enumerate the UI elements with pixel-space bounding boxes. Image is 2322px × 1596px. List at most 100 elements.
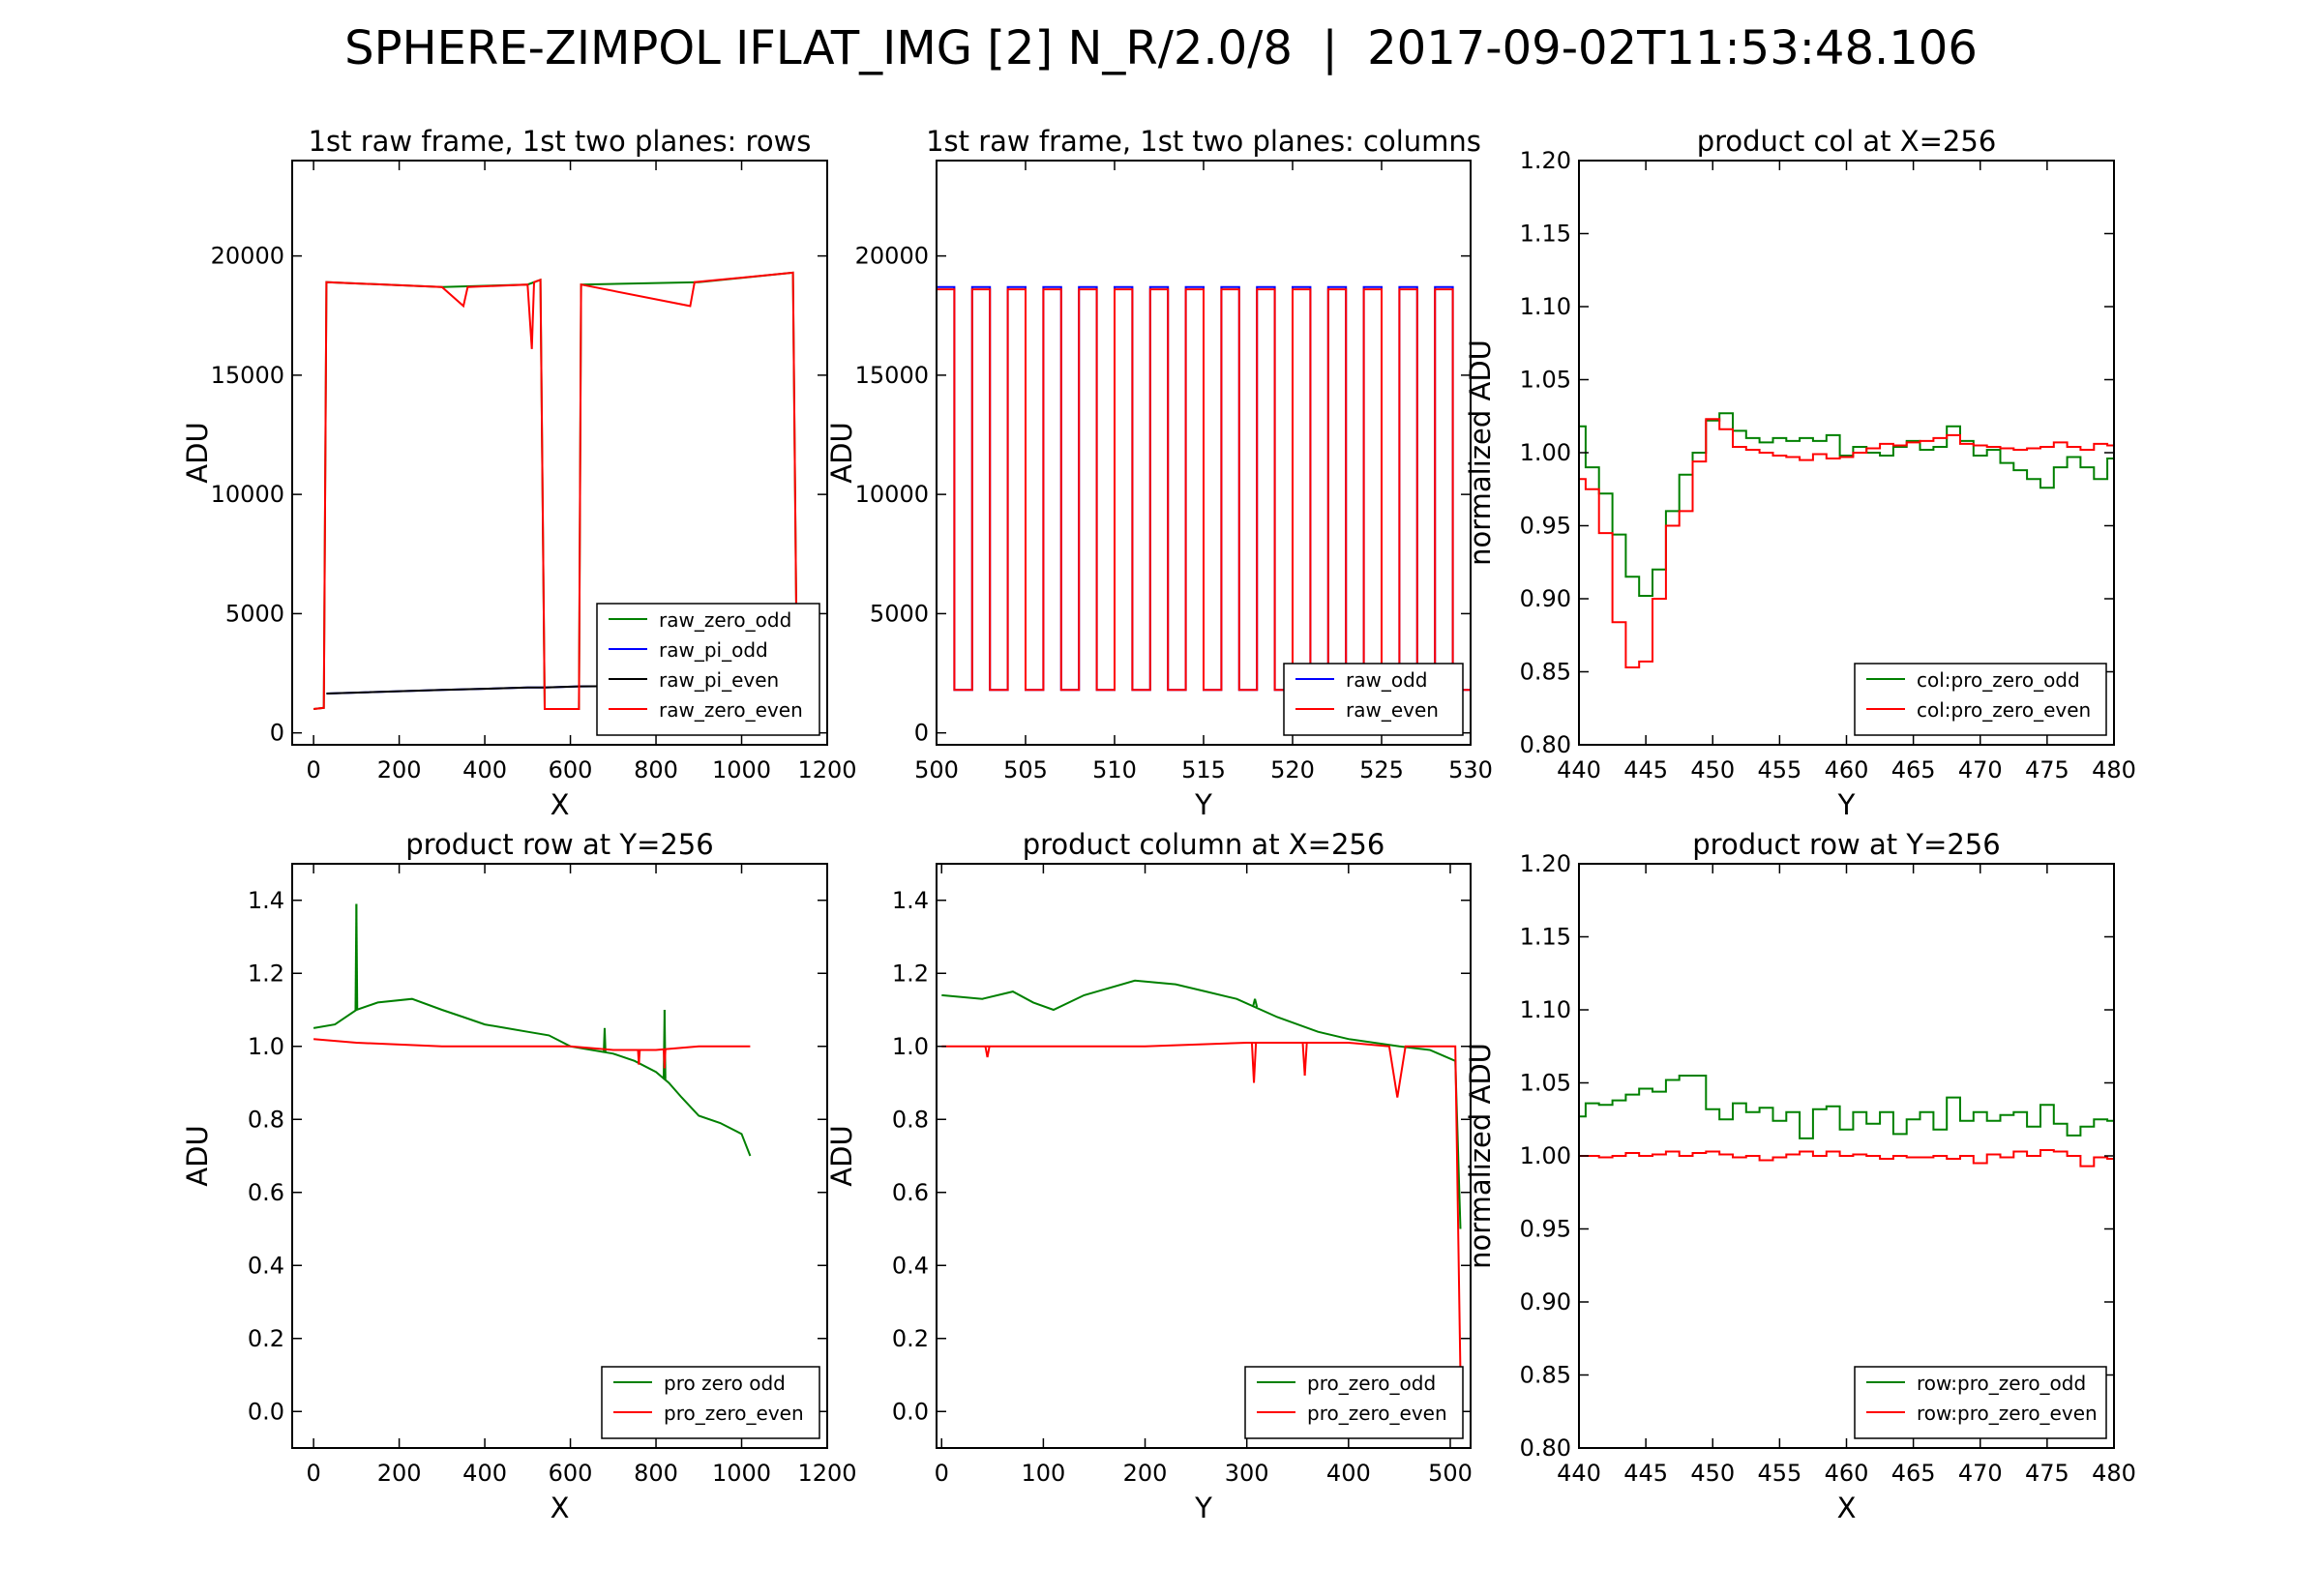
x-tick-label: 0 (306, 756, 320, 783)
x-tick-label: 445 (1623, 756, 1668, 783)
legend-label: raw_pi_odd (659, 638, 768, 662)
legend-label: pro_zero_even (664, 1402, 804, 1425)
plot-area (1579, 412, 2114, 668)
x-tick-label: 440 (1557, 1460, 1601, 1487)
x-tick-label: 200 (377, 756, 422, 783)
plot-area (937, 285, 1471, 692)
plot-frame (291, 863, 828, 1449)
series-line-pro zero odd (313, 997, 752, 1157)
y-tick-label: 20000 (855, 243, 929, 270)
x-axis-label: Y (1194, 1492, 1212, 1524)
plot-area (313, 903, 752, 1157)
y-tick-label: 10000 (855, 481, 929, 508)
legend: pro_zero_odd pro_zero_even (1244, 1366, 1464, 1439)
y-tick-label: 0.4 (248, 1252, 284, 1279)
y-tick-label: 1.4 (248, 887, 284, 914)
legend-label: row:pro_zero_odd (1917, 1372, 2086, 1395)
legend-box (601, 1366, 820, 1439)
x-tick-label: 455 (1757, 1460, 1801, 1487)
y-tick-label: 0.80 (1520, 731, 1571, 758)
y-tick-label: 0.95 (1520, 513, 1571, 540)
x-axis-label: Y (1194, 788, 1212, 821)
series-spike-pro_zero_even-1b (663, 1049, 667, 1069)
y-tick-label: 0.90 (1520, 1288, 1571, 1315)
legend-label: raw_pi_even (659, 668, 779, 692)
legend-box (1283, 663, 1464, 736)
x-tick-label: 460 (1825, 756, 1869, 783)
y-tick-label: 5000 (225, 600, 284, 627)
x-tick-label: 450 (1690, 756, 1735, 783)
series-spike-pro_zero_even-0b (638, 1049, 641, 1065)
y-tick-label: 1.20 (1520, 850, 1571, 877)
y-tick-label: 1.15 (1520, 924, 1571, 951)
x-tick-label: 475 (2025, 756, 2069, 783)
x-tick-label: 510 (1092, 756, 1137, 783)
x-tick-label: 470 (1958, 756, 2003, 783)
y-tick-label: 0.90 (1520, 585, 1571, 612)
x-tick-label: 500 (1428, 1460, 1473, 1487)
legend-label: col:pro_zero_odd (1917, 668, 2080, 692)
x-axis-label: X (551, 1492, 570, 1524)
x-tick-label: 440 (1557, 756, 1601, 783)
x-tick-label: 520 (1270, 756, 1315, 783)
legend-label: raw_zero_odd (659, 608, 791, 632)
legend: pro zero odd pro_zero_even (601, 1366, 820, 1439)
legend-box (1244, 1366, 1464, 1439)
x-axis-label: X (1837, 1492, 1857, 1524)
plot-frame (936, 863, 1472, 1449)
series-spike-pro_zero_even-2b (1303, 1042, 1308, 1077)
x-tick-label: 480 (2092, 1460, 2136, 1487)
x-tick-label: 200 (1123, 1460, 1168, 1487)
y-axis-label: normalized ADU (1464, 1043, 1497, 1269)
legend-label: pro_zero_even (1307, 1402, 1447, 1425)
y-tick-label: 0 (914, 720, 929, 747)
y-tick-label: 1.15 (1520, 221, 1571, 248)
y-tick-label: 1.0 (248, 1033, 284, 1060)
y-tick-label: 1.4 (892, 887, 929, 914)
x-tick-label: 1200 (797, 756, 856, 783)
legend-label: pro zero odd (664, 1372, 786, 1395)
y-axis-label: normalized ADU (1464, 340, 1497, 566)
series-line-col:pro_zero_odd (1579, 412, 2114, 597)
x-tick-label: 445 (1623, 1460, 1668, 1487)
y-tick-label: 0.6 (248, 1179, 284, 1206)
series-line-pro_zero_odd (941, 979, 1462, 1229)
x-tick-label: 450 (1690, 1460, 1735, 1487)
subplot-title: product column at X=256 (1023, 828, 1385, 861)
x-tick-label: 530 (1448, 756, 1493, 783)
subplot-6: 440 445 450 455 460 465 470 475 480 0.80 0.85 0.90 0… (1464, 828, 2136, 1524)
x-tick-label: 200 (377, 1460, 422, 1487)
y-tick-label: 10000 (211, 481, 284, 508)
x-tick-label: 0 (935, 1460, 949, 1487)
y-tick-label: 0.80 (1520, 1434, 1571, 1462)
series-spike-pro zero odd-2b (663, 1009, 667, 1079)
y-tick-label: 1.10 (1520, 996, 1571, 1023)
plot-frame (1578, 160, 2115, 746)
y-axis-label: ADU (825, 422, 858, 483)
x-tick-label: 455 (1757, 756, 1801, 783)
y-tick-label: 1.2 (248, 960, 284, 987)
x-tick-label: 505 (1003, 756, 1048, 783)
subplot-title: 1st raw frame, 1st two planes: columns (926, 125, 1481, 158)
legend-label: row:pro_zero_even (1917, 1402, 2098, 1425)
x-tick-label: 600 (549, 1460, 593, 1487)
legend-box (1854, 663, 2107, 736)
plot-frame (291, 160, 828, 746)
subplot-4: 0 200 400 600 800 1000 1200 0.0 0.2 0.4 0.6 0.8 1.0 1… (181, 828, 857, 1524)
x-tick-label: 0 (306, 1460, 320, 1487)
legend-box (1854, 1366, 2107, 1439)
x-tick-label: 300 (1225, 1460, 1269, 1487)
x-tick-label: 400 (462, 756, 507, 783)
x-tick-label: 1200 (797, 1460, 856, 1487)
x-axis-label: Y (1837, 788, 1856, 821)
x-tick-label: 1000 (712, 1460, 771, 1487)
series-spike-pro_zero_odd-0b (1254, 998, 1259, 1008)
y-tick-label: 15000 (855, 362, 929, 389)
y-tick-label: 1.0 (892, 1033, 929, 1060)
legend: col:pro_zero_odd col:pro_zero_even (1854, 663, 2107, 736)
y-tick-label: 1.10 (1520, 293, 1571, 320)
series-spike-pro zero odd-1b (603, 1027, 607, 1052)
x-tick-label: 400 (462, 1460, 507, 1487)
series-spike-pro zero odd-0b (355, 903, 359, 1011)
